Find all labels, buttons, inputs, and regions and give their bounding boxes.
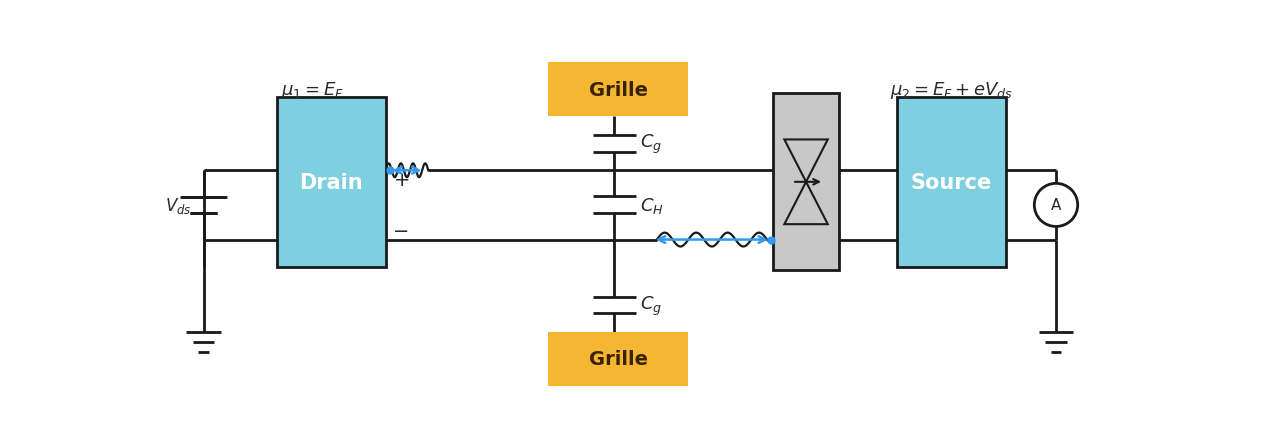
Text: Drain: Drain [300,173,363,192]
Text: Source: Source [911,173,992,192]
Text: $C_g$: $C_g$ [640,132,662,155]
FancyBboxPatch shape [277,98,386,267]
Text: $C_H$: $C_H$ [640,195,664,215]
Text: −: − [394,221,409,240]
Text: $\mu_2=E_F+eV_{ds}$: $\mu_2=E_F+eV_{ds}$ [889,80,1013,101]
Text: $V_{ds}$: $V_{ds}$ [165,195,192,215]
FancyBboxPatch shape [897,98,1005,267]
FancyBboxPatch shape [548,64,687,117]
Text: +: + [394,171,409,190]
Text: $C_g$: $C_g$ [640,294,662,317]
FancyBboxPatch shape [773,94,839,271]
Text: Grille: Grille [588,81,647,100]
Text: Grille: Grille [588,350,647,368]
FancyBboxPatch shape [548,332,687,386]
Text: $\mu_1=E_F$: $\mu_1=E_F$ [281,80,344,101]
Text: A: A [1050,198,1062,213]
